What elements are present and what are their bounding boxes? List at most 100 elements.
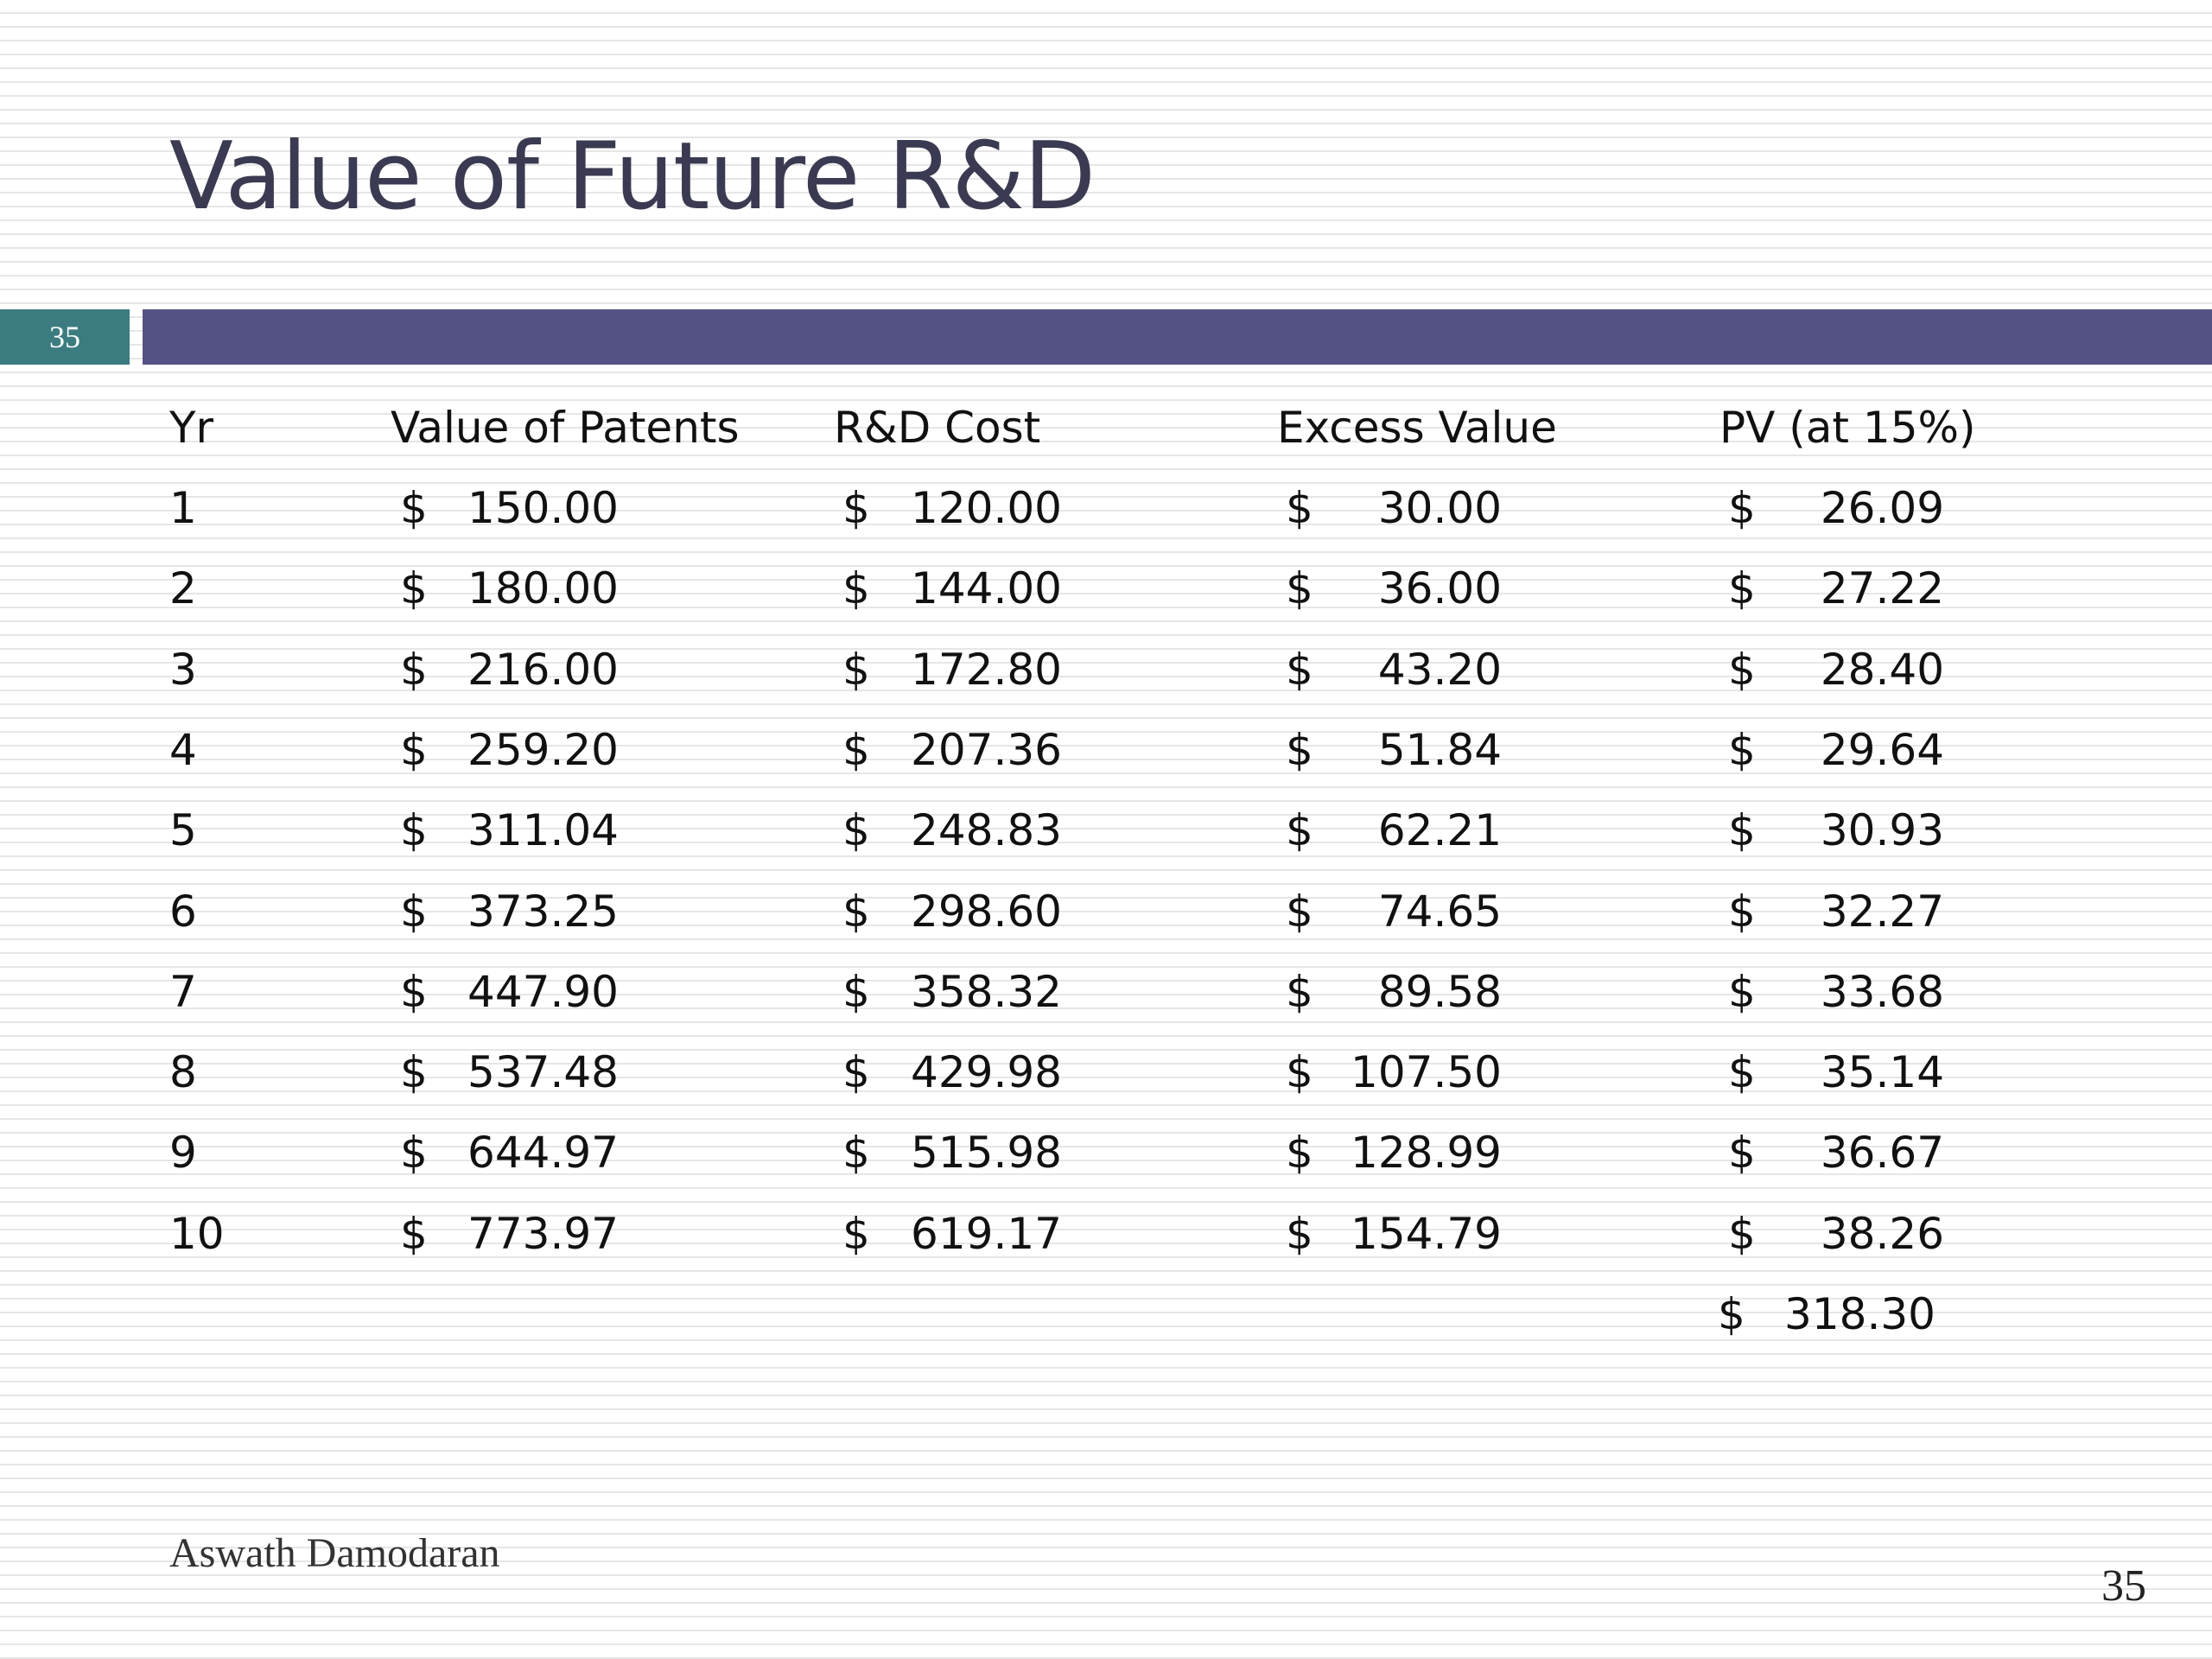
cell-rd-cost: 248.83	[911, 805, 1062, 855]
cell-patents: 537.48	[467, 1047, 619, 1097]
currency-symbol: $	[400, 1209, 428, 1259]
cell-excess-value: 128.99	[1351, 1128, 1502, 1178]
currency-symbol: $	[842, 483, 870, 533]
currency-symbol: $	[842, 1209, 870, 1259]
currency-symbol: $	[842, 967, 870, 1017]
cell-patents: 373.25	[467, 887, 619, 937]
currency-symbol: $	[1286, 967, 1313, 1017]
cell-excess-value: 107.50	[1351, 1047, 1502, 1097]
cell-patents: 180.00	[467, 563, 619, 613]
cell-excess-value: 36.00	[1377, 563, 1502, 613]
footer-author: Aswath Damodaran	[169, 1530, 500, 1576]
currency-symbol: $	[1728, 725, 1756, 775]
cell-pv: 27.22	[1820, 563, 1944, 613]
currency-symbol: $	[400, 887, 428, 937]
cell-rd-cost: 172.80	[911, 645, 1062, 695]
cell-excess-value: 30.00	[1377, 483, 1502, 533]
cell-yr: 5	[169, 805, 197, 855]
cell-yr: 1	[169, 483, 197, 533]
currency-symbol: $	[842, 563, 870, 613]
column-header-patents: Value of Patents	[391, 403, 740, 453]
currency-symbol: $	[1286, 887, 1313, 937]
cell-rd-cost: 144.00	[911, 563, 1062, 613]
currency-symbol: $	[1728, 1047, 1756, 1097]
cell-pv: 36.67	[1820, 1128, 1944, 1178]
cell-patents: 150.00	[467, 483, 619, 533]
cell-excess-value: 89.58	[1377, 967, 1502, 1017]
cell-pv: 33.68	[1820, 967, 1944, 1017]
currency-symbol: $	[842, 1047, 870, 1097]
currency-symbol: $	[1728, 967, 1756, 1017]
cell-yr: 8	[169, 1047, 197, 1097]
cell-pv: 29.64	[1820, 725, 1944, 775]
currency-symbol: $	[842, 645, 870, 695]
currency-symbol: $	[842, 1128, 870, 1178]
total-pv: 318.30	[1784, 1289, 1936, 1339]
cell-yr: 2	[169, 563, 197, 613]
cell-rd-cost: 207.36	[911, 725, 1062, 775]
cell-excess-value: 43.20	[1377, 645, 1502, 695]
cell-excess-value: 62.21	[1377, 805, 1502, 855]
currency-symbol: $	[1728, 1209, 1756, 1259]
currency-symbol: $	[400, 725, 428, 775]
cell-yr: 9	[169, 1128, 197, 1178]
cell-rd-cost: 120.00	[911, 483, 1062, 533]
title-divider-bar	[143, 309, 2212, 365]
cell-patents: 644.97	[467, 1128, 619, 1178]
currency-symbol: $	[400, 967, 428, 1017]
cell-patents: 447.90	[467, 967, 619, 1017]
currency-symbol: $	[1286, 483, 1313, 533]
currency-symbol: $	[1728, 887, 1756, 937]
cell-patents: 259.20	[467, 725, 619, 775]
currency-symbol: $	[400, 563, 428, 613]
cell-excess-value: 74.65	[1377, 887, 1502, 937]
column-header-excess-value: Excess Value	[1277, 403, 1557, 453]
cell-yr: 10	[169, 1209, 225, 1259]
footer-page-number: 35	[2101, 1561, 2146, 1611]
cell-pv: 38.26	[1820, 1209, 1944, 1259]
cell-rd-cost: 515.98	[911, 1128, 1062, 1178]
currency-symbol: $	[1286, 805, 1313, 855]
currency-symbol: $	[1728, 563, 1756, 613]
currency-symbol: $	[400, 805, 428, 855]
column-header-pv: PV (at 15%)	[1719, 403, 1976, 453]
cell-pv: 32.27	[1820, 887, 1944, 937]
cell-yr: 3	[169, 645, 197, 695]
currency-symbol: $	[1728, 1128, 1756, 1178]
currency-symbol: $	[400, 645, 428, 695]
currency-symbol: $	[1286, 1128, 1313, 1178]
currency-symbol: $	[1286, 1209, 1313, 1259]
cell-excess-value: 51.84	[1377, 725, 1502, 775]
cell-rd-cost: 358.32	[911, 967, 1062, 1017]
currency-symbol: $	[842, 887, 870, 937]
cell-excess-value: 154.79	[1351, 1209, 1502, 1259]
cell-patents: 311.04	[467, 805, 619, 855]
cell-yr: 4	[169, 725, 197, 775]
cell-rd-cost: 429.98	[911, 1047, 1062, 1097]
cell-patents: 216.00	[467, 645, 619, 695]
cell-pv: 26.09	[1820, 483, 1944, 533]
cell-pv: 30.93	[1820, 805, 1944, 855]
currency-symbol: $	[1728, 645, 1756, 695]
cell-pv: 35.14	[1820, 1047, 1944, 1097]
currency-symbol: $	[400, 1128, 428, 1178]
cell-yr: 6	[169, 887, 197, 937]
column-header-rd-cost: R&D Cost	[834, 403, 1041, 453]
cell-rd-cost: 298.60	[911, 887, 1062, 937]
currency-symbol: $	[1728, 805, 1756, 855]
cell-rd-cost: 619.17	[911, 1209, 1062, 1259]
currency-symbol: $	[400, 483, 428, 533]
currency-symbol: $	[1728, 483, 1756, 533]
currency-symbol: $	[1286, 1047, 1313, 1097]
total-currency-symbol: $	[1718, 1289, 1745, 1339]
slide-title: Value of Future R&D	[169, 123, 1096, 231]
cell-patents: 773.97	[467, 1209, 619, 1259]
currency-symbol: $	[1286, 563, 1313, 613]
currency-symbol: $	[842, 725, 870, 775]
cell-pv: 28.40	[1820, 645, 1944, 695]
slide-number-badge: 35	[0, 309, 130, 365]
column-header-yr: Yr	[169, 403, 214, 453]
currency-symbol: $	[1286, 725, 1313, 775]
currency-symbol: $	[1286, 645, 1313, 695]
